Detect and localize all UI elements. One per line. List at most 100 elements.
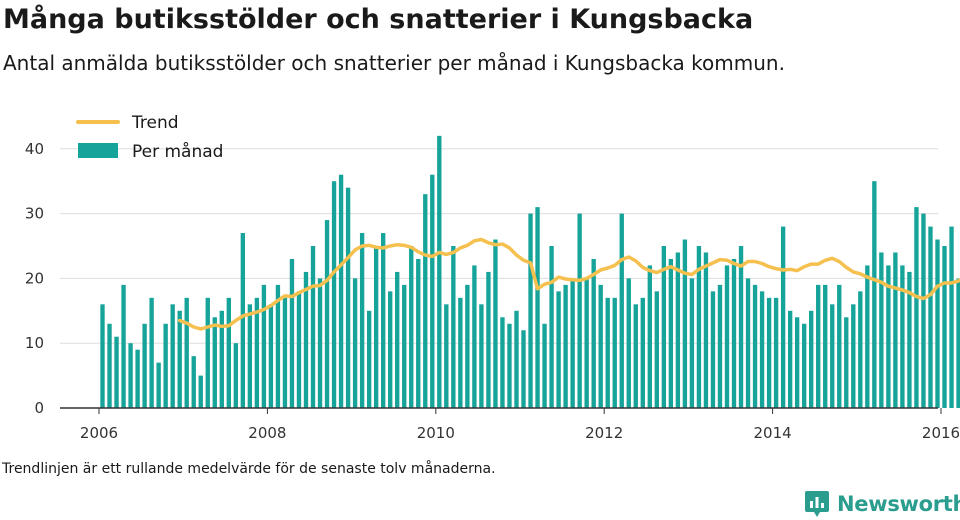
bar xyxy=(556,291,561,408)
bar xyxy=(507,323,512,408)
y-tick-label: 40 xyxy=(25,140,44,158)
bar xyxy=(324,220,330,408)
bar xyxy=(430,174,435,408)
bar xyxy=(205,297,210,408)
bar xyxy=(409,246,414,408)
bar xyxy=(942,246,947,408)
bar xyxy=(395,271,400,408)
bar xyxy=(654,291,659,408)
bar xyxy=(514,310,519,408)
legend-bar-swatch xyxy=(78,143,118,158)
bar xyxy=(752,284,758,408)
bar xyxy=(837,284,842,408)
legend-bar-label: Per månad xyxy=(132,141,223,162)
bar xyxy=(121,284,126,408)
x-tick-label: 2010 xyxy=(417,424,455,442)
y-tick-label: 30 xyxy=(25,205,44,223)
bar xyxy=(212,317,217,408)
chart-subtitle: Antal anmälda butiksstölder och snatteri… xyxy=(3,51,785,75)
bar xyxy=(338,174,344,408)
bar xyxy=(570,278,575,408)
bar xyxy=(626,278,631,408)
trend-line xyxy=(177,237,960,331)
bar xyxy=(816,284,821,408)
bar xyxy=(703,252,709,408)
bar xyxy=(914,207,919,408)
bar xyxy=(275,284,281,408)
bar xyxy=(802,323,807,408)
bar xyxy=(437,135,442,408)
bar xyxy=(317,278,323,408)
bar xyxy=(100,304,105,408)
bar xyxy=(759,291,765,408)
bar xyxy=(486,271,491,408)
bar xyxy=(170,304,175,408)
bar xyxy=(780,226,786,408)
x-tick-label: 2008 xyxy=(248,424,286,442)
bar xyxy=(521,330,526,408)
legend-trend-label: Trend xyxy=(131,113,179,133)
bar xyxy=(787,310,793,408)
bar xyxy=(745,278,751,408)
bar xyxy=(128,343,133,408)
bar xyxy=(465,284,470,408)
bar xyxy=(563,284,568,408)
bar xyxy=(458,297,463,408)
bar xyxy=(373,246,379,408)
bar xyxy=(366,310,372,408)
bar xyxy=(549,246,554,408)
bar xyxy=(935,239,940,408)
bar xyxy=(247,304,253,408)
chart-title: Många butiksstölder och snatterier i Kun… xyxy=(3,4,754,35)
bar xyxy=(261,284,267,408)
bar xyxy=(865,265,870,408)
bar xyxy=(528,213,533,408)
bar xyxy=(851,304,856,408)
bar xyxy=(352,278,358,408)
bar xyxy=(661,246,667,408)
x-tick-label: 2014 xyxy=(754,424,792,442)
bar xyxy=(879,252,884,408)
bar xyxy=(921,213,926,408)
bar xyxy=(416,258,421,408)
bar xyxy=(163,323,168,408)
bar xyxy=(928,226,933,408)
bar xyxy=(640,297,645,408)
bar xyxy=(872,181,877,408)
bar xyxy=(359,233,365,408)
bar xyxy=(388,291,393,408)
bar xyxy=(577,213,582,408)
bar xyxy=(191,356,196,408)
bar xyxy=(268,304,274,408)
bar xyxy=(542,323,547,408)
bar xyxy=(893,252,898,408)
bar xyxy=(724,265,730,408)
bar xyxy=(282,297,288,408)
bar-series xyxy=(100,135,960,408)
newsworthy-logo-icon xyxy=(805,491,829,517)
bar xyxy=(844,317,849,408)
bar xyxy=(584,278,589,408)
bar xyxy=(107,323,112,408)
bar xyxy=(254,297,260,408)
bar xyxy=(809,310,814,408)
bar xyxy=(479,304,484,408)
bar xyxy=(956,278,960,408)
bar xyxy=(668,258,674,408)
bar xyxy=(451,246,456,408)
bar xyxy=(773,297,779,408)
bar xyxy=(900,265,905,408)
bar xyxy=(717,284,723,408)
bar xyxy=(535,207,540,408)
bar xyxy=(612,297,617,408)
bar xyxy=(949,226,954,408)
legend: Trend Per månad xyxy=(76,113,223,162)
y-axis-ticks: 0 10 20 30 40 xyxy=(25,140,44,417)
footnote: Trendlinjen är ett rullande medelvärde f… xyxy=(2,461,496,477)
y-tick-label: 0 xyxy=(34,399,44,417)
bar xyxy=(226,297,231,408)
bar xyxy=(303,271,309,408)
bar xyxy=(858,291,863,408)
bar xyxy=(198,375,203,408)
bar xyxy=(907,271,912,408)
